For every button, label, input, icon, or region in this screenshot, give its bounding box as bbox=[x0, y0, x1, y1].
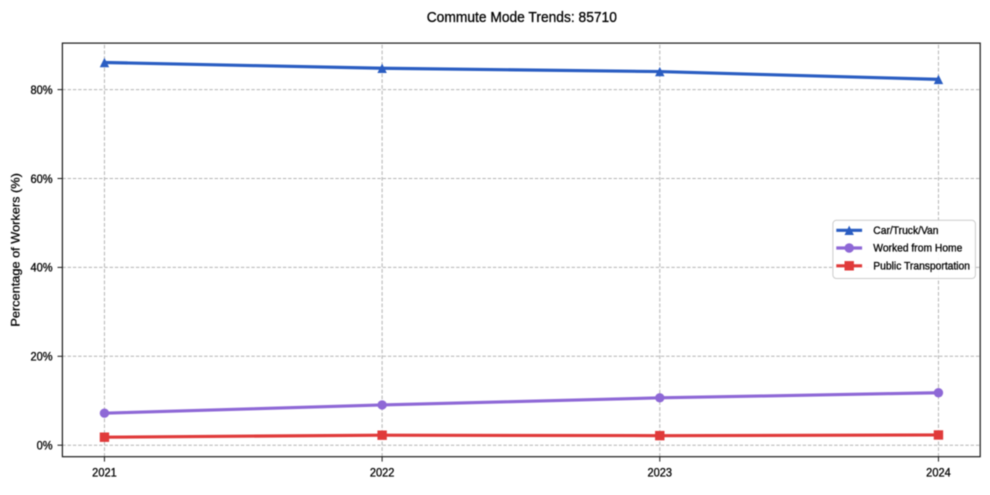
svg-text:Worked from Home: Worked from Home bbox=[873, 242, 962, 254]
svg-text:20%: 20% bbox=[31, 351, 53, 363]
svg-text:Car/Truck/Van: Car/Truck/Van bbox=[873, 225, 938, 237]
svg-text:Percentage of Workers (%): Percentage of Workers (%) bbox=[9, 173, 22, 327]
svg-text:0%: 0% bbox=[37, 440, 53, 452]
svg-text:2021: 2021 bbox=[92, 467, 117, 479]
svg-text:Public Transportation: Public Transportation bbox=[873, 260, 970, 272]
svg-text:2024: 2024 bbox=[926, 467, 951, 479]
svg-text:Commute Mode Trends: 85710: Commute Mode Trends: 85710 bbox=[427, 10, 617, 27]
svg-text:40%: 40% bbox=[31, 262, 53, 274]
svg-text:2023: 2023 bbox=[648, 467, 673, 479]
svg-text:60%: 60% bbox=[31, 173, 53, 185]
svg-text:80%: 80% bbox=[31, 85, 53, 97]
svg-text:2022: 2022 bbox=[370, 467, 395, 479]
